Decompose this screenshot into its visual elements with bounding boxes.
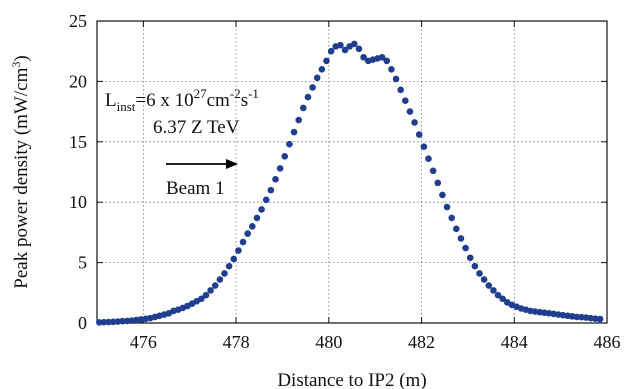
data-point: [318, 66, 326, 73]
data-point: [448, 214, 455, 222]
data-point: [402, 97, 409, 105]
plot-frame: [96, 20, 608, 324]
y-tick-label: 10: [69, 192, 87, 212]
data-point: [499, 295, 506, 303]
data-point: [202, 291, 210, 299]
data-point: [286, 140, 293, 148]
y-tick-label: 20: [69, 71, 87, 91]
y-tick-label: 5: [78, 253, 87, 273]
data-point: [415, 131, 423, 138]
data-point: [313, 74, 321, 82]
data-point: [434, 179, 442, 187]
data-point: [466, 254, 474, 262]
data-point: [211, 282, 219, 289]
data-point: [230, 255, 238, 263]
data-point: [290, 128, 298, 136]
data-point: [462, 244, 469, 252]
x-axis-label: Distance to IP2 (m): [277, 370, 426, 389]
x-tick-label: 486: [594, 332, 621, 352]
data-point: [388, 66, 395, 73]
data-point: [253, 214, 261, 222]
data-point: [258, 206, 265, 213]
data-point: [235, 247, 242, 254]
data-point: [249, 223, 256, 230]
data-point: [276, 165, 284, 172]
data-point: [596, 315, 604, 323]
data-point: [392, 75, 400, 83]
data-point: [309, 84, 316, 91]
data-point: [480, 276, 488, 283]
data-point: [378, 53, 386, 61]
data-point: [337, 41, 344, 49]
grid-lines: [97, 21, 607, 323]
data-point: [457, 235, 465, 242]
data-point: [262, 196, 270, 204]
data-point: [351, 40, 358, 48]
data-point: [341, 46, 349, 54]
data-point: [109, 318, 117, 326]
data-point: [105, 318, 112, 326]
data-point: [272, 175, 279, 183]
data-point: [239, 238, 247, 246]
data-point: [406, 108, 414, 115]
data-point: [420, 143, 428, 150]
data-point: [494, 291, 502, 299]
x-tick-label: 478: [223, 332, 250, 352]
x-tick-label: 484: [501, 332, 528, 352]
data-point: [383, 57, 391, 65]
data-point: [360, 53, 367, 61]
data-point: [300, 104, 307, 112]
data-point: [443, 203, 451, 211]
beam-label: Beam 1: [166, 178, 225, 199]
data-point: [397, 86, 404, 94]
data-point: [244, 230, 251, 237]
data-point: [216, 276, 224, 283]
data-point: [225, 262, 233, 270]
x-tick-label: 482: [408, 332, 435, 352]
energy-annotation: 6.37 Z TeV: [153, 117, 240, 138]
data-point: [198, 295, 205, 303]
data-point: [429, 167, 437, 175]
data-point: [323, 57, 330, 65]
data-point: [355, 45, 363, 53]
data-point: [476, 270, 483, 277]
data-point: [221, 270, 228, 277]
data-point: [471, 262, 479, 270]
data-point: [490, 287, 497, 294]
luminosity-annotation: Linst=6 x 1027cm-2s-1: [105, 86, 259, 114]
data-point: [485, 282, 493, 289]
data-point: [573, 313, 581, 321]
data-point: [295, 116, 302, 124]
data-points: [96, 40, 604, 326]
data-point: [119, 317, 126, 325]
y-tick-label: 25: [69, 11, 87, 31]
data-point: [411, 119, 418, 126]
data-point: [100, 318, 108, 326]
x-tick-label: 476: [130, 332, 157, 352]
x-tick-label: 480: [315, 332, 342, 352]
beam-arrow-icon: [166, 159, 238, 169]
data-point: [453, 225, 460, 233]
data-point: [425, 155, 432, 163]
data-point: [267, 186, 275, 194]
y-tick-label: 0: [78, 313, 87, 333]
data-point: [304, 93, 312, 101]
data-point: [207, 287, 214, 294]
y-tick-label: 15: [69, 132, 87, 152]
y-axis-label: Peak power density (mW/cm3): [9, 55, 32, 288]
data-point: [281, 152, 289, 160]
axis-ticks: 476 478 480 482 484 486 0 5 10 15 20 25: [69, 11, 621, 352]
data-point: [96, 319, 103, 326]
data-point: [439, 191, 446, 199]
data-point: [327, 47, 335, 55]
